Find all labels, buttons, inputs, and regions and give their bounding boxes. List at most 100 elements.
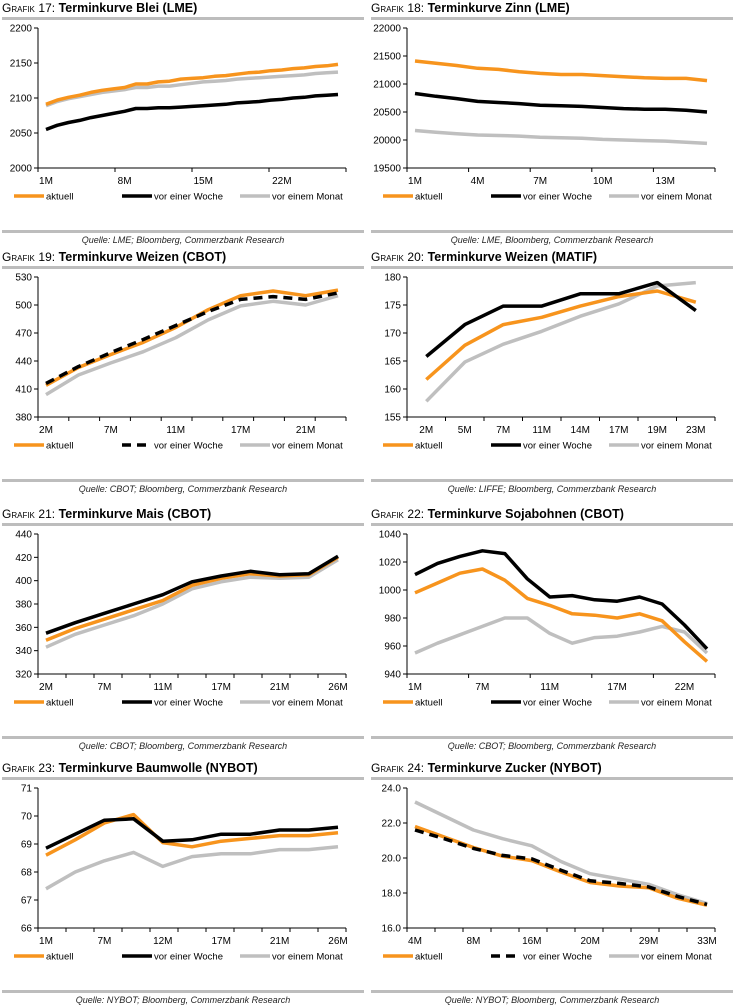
- chart-title-text: Terminkurve Weizen (MATIF): [428, 250, 597, 264]
- y-tick-label: 530: [15, 273, 32, 284]
- chart-title-prefix: Grafik: [2, 250, 35, 264]
- x-tick-label: 23M: [686, 425, 705, 436]
- x-tick-label: 17M: [211, 936, 230, 947]
- chart-title-prefix: Grafik: [371, 1, 404, 15]
- legend-label: vor einem Monat: [641, 441, 712, 452]
- y-tick-label: 70: [21, 812, 33, 823]
- legend-label: vor einer Woche: [523, 192, 592, 203]
- legend-label: vor einer Woche: [523, 441, 592, 452]
- chart-source: Quelle: LIFFE; Bloomberg, Commerzbank Re…: [371, 482, 733, 496]
- chart-title-text: Terminkurve Zucker (NYBOT): [428, 761, 602, 775]
- x-tick-label: 33M: [697, 936, 716, 947]
- chart-title-prefix: Grafik: [371, 507, 404, 521]
- y-tick-label: 440: [15, 530, 32, 541]
- x-tick-label: 7M: [496, 425, 510, 436]
- x-tick-label: 8M: [118, 176, 132, 187]
- y-tick-label: 21500: [373, 52, 401, 63]
- chart-title-prefix: Grafik: [2, 507, 35, 521]
- x-tick-label: 15M: [194, 176, 213, 187]
- legend-label: vor einer Woche: [523, 952, 592, 963]
- series-line-vor-einem-monat: [415, 802, 707, 904]
- x-tick-label: 1M: [39, 936, 53, 947]
- y-tick-label: 1000: [379, 586, 402, 597]
- chart-source: Quelle: LME; Bloomberg, Commerzbank Rese…: [2, 233, 364, 247]
- x-tick-label: 11M: [166, 425, 185, 436]
- series-line-aktuell: [426, 291, 696, 380]
- chart-title: Grafik 21: Terminkurve Mais (CBOT): [2, 506, 364, 522]
- legend-label: vor einem Monat: [641, 952, 712, 963]
- chart-title-text: Terminkurve Zinn (LME): [428, 1, 570, 15]
- x-tick-label: 4M: [471, 176, 485, 187]
- y-tick-label: 440: [15, 357, 32, 368]
- legend-label: vor einer Woche: [154, 698, 223, 709]
- y-tick-label: 24.0: [382, 784, 402, 795]
- legend-label: aktuell: [46, 441, 73, 452]
- legend-label: aktuell: [415, 441, 442, 452]
- legend-label: vor einem Monat: [272, 952, 343, 963]
- x-tick-label: 10M: [593, 176, 612, 187]
- x-tick-label: 20M: [580, 936, 599, 947]
- y-tick-label: 170: [384, 329, 401, 340]
- chart-title-number: 20:: [407, 250, 424, 264]
- series-line-aktuell: [46, 557, 338, 640]
- x-tick-label: 7M: [475, 682, 489, 693]
- y-tick-label: 165: [384, 357, 401, 368]
- y-tick-label: 320: [15, 670, 32, 681]
- legend-label: vor einer Woche: [154, 952, 223, 963]
- legend-label: vor einem Monat: [641, 698, 712, 709]
- x-tick-label: 17M: [211, 682, 230, 693]
- y-tick-label: 380: [15, 600, 32, 611]
- series-line-aktuell: [415, 61, 707, 81]
- legend-label: vor einem Monat: [641, 192, 712, 203]
- y-tick-label: 22.0: [382, 819, 402, 830]
- y-tick-label: 20.0: [382, 854, 402, 865]
- legend-label: vor einer Woche: [523, 698, 592, 709]
- chart-panel-grafik-18: Grafik 18: Terminkurve Zinn (LME) 19500 20…: [371, 0, 733, 247]
- x-tick-label: 21M: [270, 682, 289, 693]
- x-tick-label: 14M: [571, 425, 590, 436]
- y-tick-label: 960: [384, 642, 401, 653]
- x-tick-label: 1M: [408, 682, 422, 693]
- chart-title: Grafik 20: Terminkurve Weizen (MATIF): [371, 249, 733, 265]
- y-tick-label: 980: [384, 614, 401, 625]
- legend-label: aktuell: [46, 192, 73, 203]
- y-tick-label: 20000: [373, 136, 401, 147]
- chart-title: Grafik 24: Terminkurve Zucker (NYBOT): [371, 760, 733, 776]
- y-tick-label: 19500: [373, 164, 401, 175]
- x-tick-label: 2M: [39, 682, 53, 693]
- chart-title-prefix: Grafik: [371, 250, 404, 264]
- x-tick-label: 2M: [39, 425, 53, 436]
- chart-title-prefix: Grafik: [2, 761, 35, 775]
- y-tick-label: 160: [384, 385, 401, 396]
- chart-source: Quelle: NYBOT; Bloomberg, Commerzbank Re…: [371, 993, 733, 1007]
- chart-title-number: 17:: [38, 1, 55, 15]
- y-tick-label: 20500: [373, 108, 401, 119]
- x-tick-label: 22M: [675, 682, 694, 693]
- y-tick-label: 470: [15, 329, 32, 340]
- y-tick-label: 400: [15, 576, 32, 587]
- y-tick-label: 2150: [10, 59, 33, 70]
- y-tick-label: 22000: [373, 24, 401, 35]
- x-tick-label: 17M: [609, 425, 628, 436]
- series-line-vor-einer-woche: [46, 556, 338, 633]
- y-tick-label: 155: [384, 413, 401, 424]
- x-tick-label: 12M: [153, 936, 172, 947]
- legend-label: aktuell: [415, 952, 442, 963]
- chart-source: Quelle: CBOT; Bloomberg, Commerzbank Res…: [371, 739, 733, 753]
- chart-title: Grafik 18: Terminkurve Zinn (LME): [371, 0, 733, 16]
- y-tick-label: 180: [384, 273, 401, 284]
- chart-panel-grafik-23: Grafik 23: Terminkurve Baumwolle (NYBOT)…: [2, 760, 364, 1007]
- legend-label: vor einer Woche: [154, 441, 223, 452]
- x-tick-label: 7M: [104, 425, 118, 436]
- chart-source: Quelle: CBOT; Bloomberg, Commerzbank Res…: [2, 482, 364, 496]
- chart-title-number: 22:: [407, 507, 424, 521]
- y-tick-label: 2200: [10, 24, 33, 35]
- y-tick-label: 68: [21, 868, 33, 879]
- y-tick-label: 16.0: [382, 924, 402, 935]
- y-tick-label: 2000: [10, 164, 33, 175]
